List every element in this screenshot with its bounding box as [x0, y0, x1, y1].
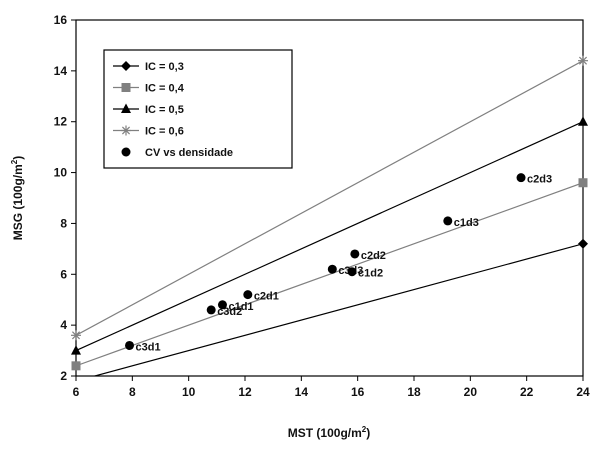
x-tick-label: 14 — [295, 385, 309, 399]
scatter-point-c2d1: c2d1 — [243, 290, 279, 303]
scatter-marker — [125, 340, 135, 350]
series-line — [92, 243, 583, 376]
scatter-point-c2d2: c2d2 — [350, 249, 386, 262]
y-tick-label: 14 — [54, 64, 68, 78]
series-lines — [71, 55, 588, 376]
scatter-point-c1d1: c1d1 — [217, 300, 254, 313]
x-tick-label: 20 — [464, 385, 478, 399]
series-marker — [578, 238, 588, 249]
scatter-marker — [243, 290, 253, 300]
y-tick-label: 10 — [54, 166, 68, 180]
y-tick-label: 12 — [54, 115, 68, 129]
x-tick-label: 24 — [576, 385, 590, 399]
x-tick-label: 16 — [351, 385, 365, 399]
legend-marker — [121, 83, 131, 92]
scatter-marker — [327, 264, 337, 274]
series-line — [76, 121, 583, 352]
series-4 — [71, 55, 588, 341]
scatter-marker — [443, 216, 453, 226]
scatter-point-c3d1: c3d1 — [125, 340, 161, 353]
y-axis-ticks: 2 4 6 8 10 12 14 16 — [54, 13, 76, 383]
x-tick-label: 10 — [182, 385, 196, 399]
legend-marker — [121, 125, 131, 136]
scatter-point-c2d3: c2d3 — [516, 173, 552, 186]
x-tick-label: 12 — [238, 385, 252, 399]
x-tick-label: 6 — [73, 385, 80, 399]
series-2 — [71, 178, 588, 371]
legend-entry: IC = 0,4 — [113, 83, 185, 95]
scatter-points: c3d1c3d2c1d1c2d1c3d3c1d2c2d2c1d3c2d3 — [125, 173, 552, 353]
scatter-marker — [217, 300, 227, 310]
point-label: c2d2 — [361, 250, 386, 262]
series-marker — [578, 55, 588, 66]
y-tick-label: 6 — [60, 267, 67, 281]
x-axis-ticks: 6 8 10 12 14 16 18 20 22 24 — [73, 376, 590, 399]
x-axis-title: MST (100g/m2) — [288, 425, 370, 440]
series-3 — [71, 116, 588, 355]
y-tick-label: 16 — [54, 13, 68, 27]
scatter-point-c1d3: c1d3 — [443, 216, 479, 229]
legend-label: IC = 0,4 — [145, 83, 185, 95]
scatter-marker — [347, 267, 357, 277]
legend-label: IC = 0,6 — [145, 126, 184, 138]
legend: IC = 0,3 IC = 0,4 IC = 0,5 IC = 0,6 CV vs de… — [103, 49, 293, 169]
point-label: c1d2 — [358, 268, 383, 280]
series-marker — [578, 178, 588, 188]
x-tick-label: 18 — [407, 385, 421, 399]
point-label: c2d3 — [527, 174, 552, 186]
legend-marker — [121, 147, 131, 157]
legend-marker — [121, 61, 131, 71]
legend-entry: IC = 0,6 — [113, 125, 184, 138]
y-tick-label: 2 — [60, 369, 67, 383]
point-label: c3d1 — [136, 341, 161, 353]
series-marker — [71, 361, 81, 371]
legend-label: IC = 0,5 — [145, 104, 184, 116]
series-marker — [71, 330, 81, 341]
series-marker — [71, 345, 81, 355]
legend-marker — [121, 103, 131, 113]
series-1 — [92, 238, 588, 376]
point-label: c1d3 — [454, 217, 479, 229]
legend-label: CV vs densidade — [145, 147, 233, 159]
y-tick-label: 4 — [60, 318, 67, 332]
scatter-marker — [516, 173, 526, 183]
y-tick-label: 8 — [60, 216, 67, 230]
x-tick-label: 22 — [520, 385, 534, 399]
scatter-marker — [350, 249, 360, 259]
series-line — [76, 182, 583, 367]
legend-entry: IC = 0,5 — [113, 103, 184, 116]
y-axis-title: MSG (100g/m2) — [10, 156, 25, 240]
point-label: c2d1 — [254, 291, 279, 303]
series-line — [76, 60, 583, 336]
legend-label: IC = 0,3 — [145, 61, 184, 73]
scatter-marker — [206, 305, 216, 315]
x-tick-label: 8 — [129, 385, 136, 399]
point-label: c1d1 — [228, 301, 253, 313]
scatter-point-c1d2: c1d2 — [347, 267, 383, 280]
series-marker — [578, 116, 588, 126]
legend-entry: IC = 0,3 — [113, 61, 184, 73]
legend-entry: CV vs densidade — [121, 147, 233, 159]
